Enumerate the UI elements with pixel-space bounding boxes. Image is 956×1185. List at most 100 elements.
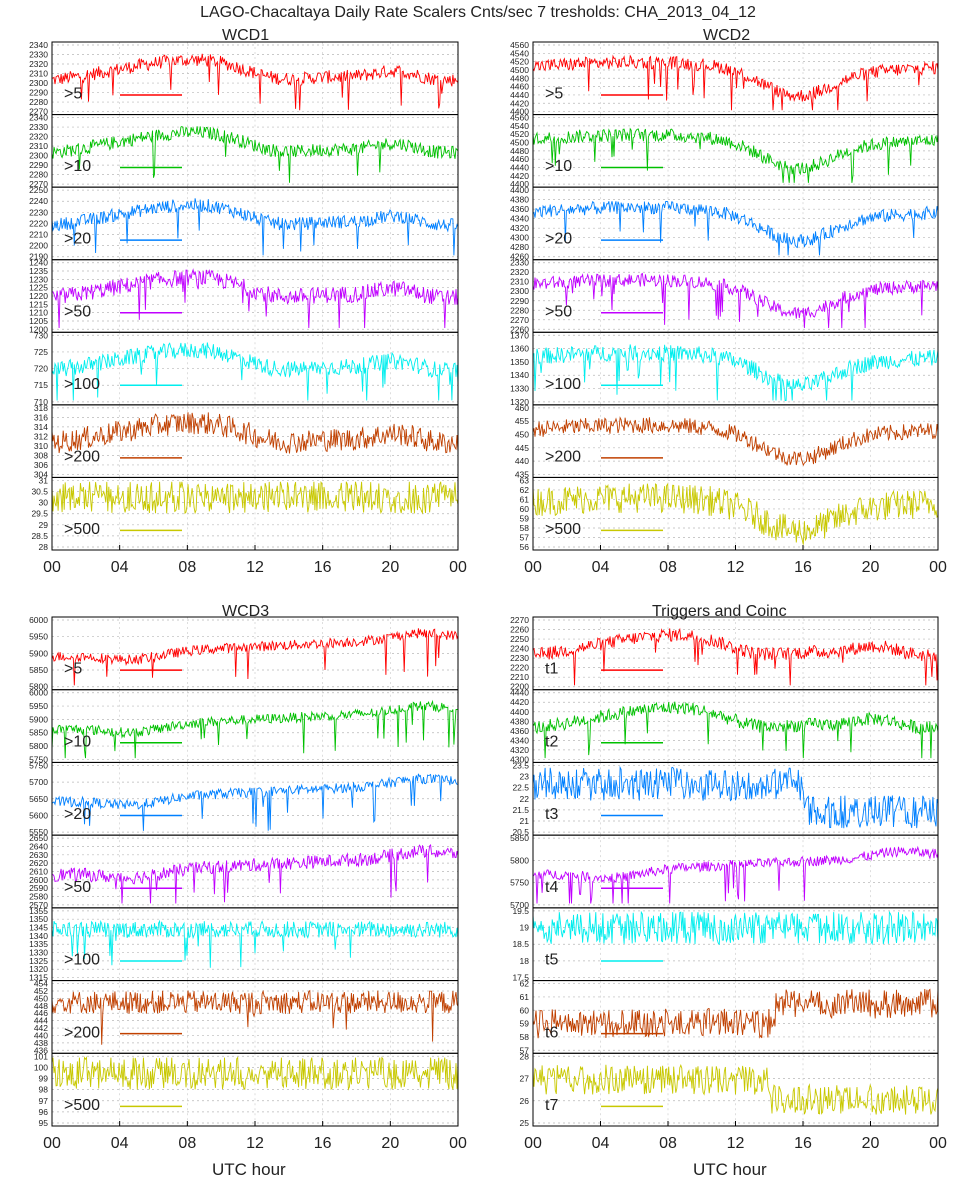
y-tick-label: 4480 — [510, 73, 529, 83]
y-tick-label: 5600 — [29, 810, 48, 820]
y-tick-label: 1340 — [29, 931, 48, 941]
y-tick-label: 1370 — [510, 330, 529, 340]
series-line-gt100 — [51, 342, 459, 401]
y-tick-label: 5800 — [29, 682, 48, 692]
y-tick-label: 31 — [39, 475, 49, 485]
y-tick-label: 1315 — [29, 973, 48, 983]
y-tick-label: 440 — [34, 1030, 48, 1040]
panel-title-wcd1: WCD1 — [222, 27, 270, 44]
x-tick-label: 12 — [246, 1135, 264, 1152]
y-tick-label: 4540 — [510, 121, 529, 131]
y-tick-label: 4400 — [510, 179, 529, 189]
y-tick-label: 62 — [520, 979, 530, 989]
legend-label: >100 — [64, 376, 100, 393]
y-tick-label: 5800 — [510, 855, 529, 865]
x-tick-label: 08 — [659, 1135, 677, 1152]
y-tick-label: 1335 — [29, 939, 48, 949]
y-tick-label: 58 — [520, 1032, 530, 1042]
legend-label: >5 — [545, 86, 563, 103]
x-tick-label: 12 — [246, 559, 264, 576]
y-tick-label: 2570 — [29, 900, 48, 910]
series-line-gt100 — [51, 919, 459, 968]
y-tick-label: 20.5 — [512, 827, 529, 837]
y-tick-label: 59 — [520, 513, 530, 523]
y-tick-label: 2260 — [510, 625, 529, 635]
y-tick-label: 56 — [520, 542, 530, 552]
y-tick-label: 17.5 — [512, 973, 529, 983]
y-tick-label: 2220 — [29, 218, 48, 228]
y-tick-label: 5900 — [29, 648, 48, 658]
y-tick-label: 1345 — [29, 923, 48, 933]
y-tick-label: 445 — [515, 443, 529, 453]
y-tick-label: 6000 — [29, 615, 48, 625]
y-tick-label: 1360 — [510, 344, 529, 354]
y-tick-label: 2330 — [510, 258, 529, 268]
legend-label: >20 — [64, 806, 91, 823]
y-tick-label: 22.5 — [512, 783, 529, 793]
y-tick-label: 5750 — [29, 754, 48, 764]
series-line-t6 — [532, 988, 939, 1039]
y-tick-label: 61 — [520, 494, 530, 504]
y-tick-label: 4400 — [510, 107, 529, 117]
y-tick-label: 4480 — [510, 146, 529, 156]
legend-label: >5 — [64, 661, 82, 678]
y-tick-label: 4560 — [510, 113, 529, 123]
legend-label: >5 — [64, 86, 82, 103]
y-tick-label: 5900 — [29, 714, 48, 724]
series-line-gt200 — [532, 416, 939, 467]
y-tick-label: 1340 — [510, 370, 529, 380]
x-tick-label: 08 — [178, 1135, 196, 1152]
y-tick-label: 27 — [520, 1074, 530, 1084]
y-tick-label: 60 — [520, 504, 530, 514]
y-tick-label: 23 — [520, 772, 530, 782]
y-tick-label: 30.5 — [31, 487, 48, 497]
y-tick-label: 21 — [520, 816, 530, 826]
y-tick-label: 2320 — [29, 59, 48, 69]
y-tick-label: 2280 — [29, 97, 48, 107]
panel-title-wcd2: WCD2 — [703, 27, 751, 44]
y-tick-label: 21.5 — [512, 805, 529, 815]
x-tick-label: 16 — [794, 559, 812, 576]
y-tick-label: 4320 — [510, 745, 529, 755]
y-tick-label: 5650 — [29, 794, 48, 804]
x-tick-label: 00 — [449, 559, 467, 576]
x-tick-label: 12 — [727, 559, 745, 576]
legend-label: t4 — [545, 879, 558, 896]
y-tick-label: 446 — [34, 1008, 48, 1018]
y-tick-label: 1210 — [29, 308, 48, 318]
y-tick-label: 1215 — [29, 299, 48, 309]
y-tick-label: 2640 — [29, 841, 48, 851]
x-tick-label: 20 — [381, 559, 399, 576]
y-tick-label: 2580 — [29, 892, 48, 902]
y-tick-label: 2240 — [29, 196, 48, 206]
y-tick-label: 725 — [34, 347, 48, 357]
legend-label: >200 — [545, 448, 581, 465]
y-tick-label: 5850 — [29, 665, 48, 675]
y-tick-label: 4520 — [510, 57, 529, 67]
series-line-t7 — [532, 1064, 939, 1115]
x-tick-label: 12 — [727, 1135, 745, 1152]
y-tick-label: 1205 — [29, 316, 48, 326]
y-tick-label: 455 — [515, 416, 529, 426]
y-tick-label: 5800 — [29, 741, 48, 751]
y-tick-label: 63 — [520, 475, 530, 485]
legend-label: >500 — [545, 521, 581, 538]
series-line-gt50 — [51, 268, 459, 329]
y-tick-label: 1325 — [29, 956, 48, 966]
y-tick-label: 4360 — [510, 204, 529, 214]
x-tick-label: 08 — [659, 559, 677, 576]
series-line-gt5 — [51, 53, 459, 111]
y-tick-label: 2340 — [29, 113, 48, 123]
y-tick-label: 316 — [34, 412, 48, 422]
y-tick-label: 2600 — [29, 875, 48, 885]
y-tick-label: 4340 — [510, 214, 529, 224]
y-tick-label: 2200 — [510, 682, 529, 692]
y-tick-label: 2310 — [29, 69, 48, 79]
y-tick-label: 2250 — [29, 185, 48, 195]
y-tick-label: 310 — [34, 441, 48, 451]
series-line-gt5 — [51, 628, 459, 686]
y-tick-label: 2320 — [29, 132, 48, 142]
y-tick-label: 1330 — [29, 948, 48, 958]
y-tick-label: 2310 — [29, 141, 48, 151]
